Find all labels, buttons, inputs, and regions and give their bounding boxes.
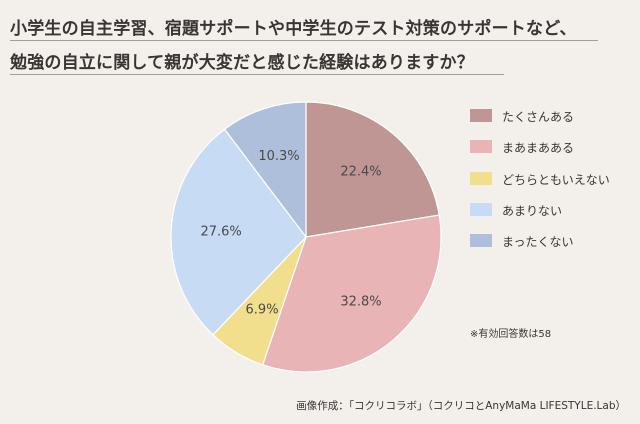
chart-title-line-1: 小学生の自主学習、宿題サポートや中学生のテスト対策のサポートなど、	[10, 19, 577, 39]
legend-label-maamaa: まあまあある	[502, 141, 575, 155]
pie-slice-takusan	[305, 101, 440, 238]
legend-label-mattaku: まったくない	[502, 235, 574, 249]
pie-label-takusan: 22.4%	[340, 165, 381, 180]
legend-label-amari: あまりない	[502, 204, 563, 218]
pie-slice-mattaku	[223, 101, 307, 239]
pie-slice-maamaa	[261, 214, 442, 373]
image-credit: 画像作成：「コクリコラボ」（コクリコとAnyMaMa LIFESTYLE.Lab…	[296, 400, 626, 412]
legend-label-dochira: どちらともいえない	[502, 173, 610, 187]
pie-label-amari: 27.6%	[200, 225, 241, 240]
pie-label-mattaku: 10.3%	[258, 149, 299, 164]
title-underline-1	[10, 40, 598, 41]
sample-size-note: ※有効回答数は58	[470, 329, 552, 340]
chart-title-line-2: 勉強の自立に関して親が大変だと感じた経験はありますか？	[10, 53, 474, 73]
legend-label-takusan: たくさんある	[502, 110, 575, 124]
legend-swatch-takusan	[470, 109, 492, 122]
legend-swatch-amari	[470, 203, 492, 216]
legend-swatch-maamaa	[470, 140, 492, 153]
pie-label-maamaa: 32.8%	[340, 294, 381, 309]
legend-swatch-dochira	[470, 172, 492, 185]
legend-swatch-mattaku	[470, 234, 492, 247]
pie-label-dochira: 6.9%	[246, 302, 279, 317]
title-underline-2	[10, 74, 504, 75]
pie-slice-amari	[170, 128, 307, 336]
